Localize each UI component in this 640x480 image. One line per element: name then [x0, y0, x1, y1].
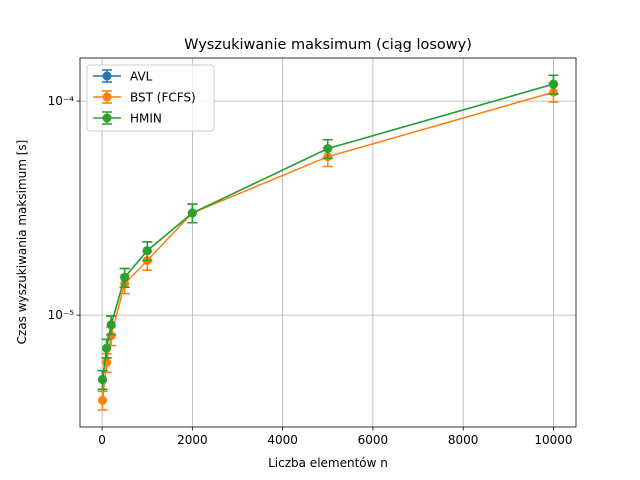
point: [120, 272, 130, 282]
x-tick-label: 6000: [358, 433, 389, 447]
x-tick-label: 4000: [267, 433, 298, 447]
y-tick-label: 10⁻⁵: [48, 308, 75, 322]
chart-title: Wyszukiwanie maksimum (ciąg losowy): [184, 37, 472, 53]
x-axis-label: Liczba elementów n: [268, 456, 388, 470]
y-axis-label: Czas wyszukiwania maksimum [s]: [15, 140, 29, 345]
legend-label: HMIN: [130, 112, 162, 126]
point: [102, 343, 112, 353]
legend-marker: [102, 71, 112, 81]
legend-box: [86, 64, 215, 132]
legend-marker: [102, 92, 112, 102]
point: [323, 144, 333, 154]
legend-marker: [102, 113, 112, 123]
x-tick-label: 2000: [177, 433, 208, 447]
point: [98, 395, 108, 405]
plot-frame: [79, 57, 577, 428]
point: [142, 246, 152, 256]
point: [106, 320, 116, 330]
x-tick-label: 10000: [534, 433, 572, 447]
point: [102, 358, 112, 368]
y-tick-label: 10⁻⁴: [48, 94, 75, 108]
point: [98, 375, 108, 385]
series-line: [101, 91, 554, 401]
point: [548, 79, 558, 89]
x-tick-label: 0: [98, 433, 106, 447]
point: [187, 208, 197, 218]
legend-label: AVL: [130, 70, 153, 84]
x-tick-label: 8000: [448, 433, 479, 447]
legend-label: BST (FCFS): [130, 91, 196, 105]
